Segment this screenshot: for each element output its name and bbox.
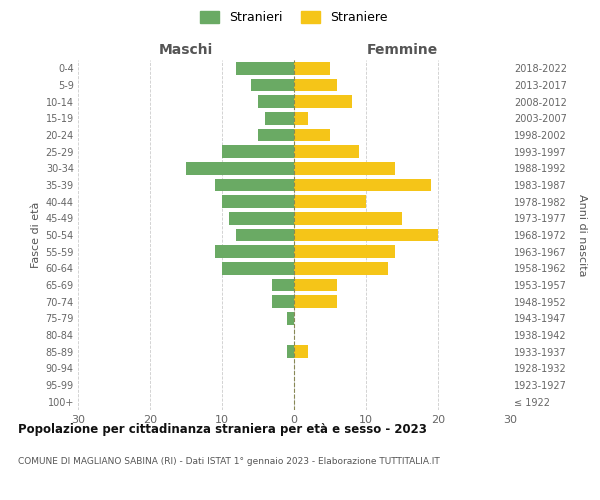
Bar: [222, 262, 294, 274]
Bar: [258, 129, 294, 141]
Bar: [294, 146, 359, 158]
Bar: [265, 112, 294, 124]
Bar: [272, 279, 294, 291]
Bar: [294, 62, 330, 74]
Bar: [222, 146, 294, 158]
Text: Femmine: Femmine: [367, 42, 437, 56]
Legend: Stranieri, Straniere: Stranieri, Straniere: [200, 11, 388, 24]
Bar: [294, 129, 330, 141]
Bar: [236, 62, 294, 74]
Bar: [272, 296, 294, 308]
Bar: [186, 162, 294, 174]
Bar: [229, 212, 294, 224]
Bar: [294, 96, 352, 108]
Bar: [294, 296, 337, 308]
Bar: [294, 212, 402, 224]
Bar: [294, 196, 366, 208]
Bar: [215, 246, 294, 258]
Bar: [294, 246, 395, 258]
Text: COMUNE DI MAGLIANO SABINA (RI) - Dati ISTAT 1° gennaio 2023 - Elaborazione TUTTI: COMUNE DI MAGLIANO SABINA (RI) - Dati IS…: [18, 458, 440, 466]
Bar: [294, 112, 308, 124]
Bar: [287, 346, 294, 358]
Bar: [251, 79, 294, 92]
Y-axis label: Fasce di età: Fasce di età: [31, 202, 41, 268]
Bar: [294, 179, 431, 192]
Bar: [258, 96, 294, 108]
Bar: [294, 79, 337, 92]
Bar: [215, 179, 294, 192]
Bar: [287, 312, 294, 324]
Text: Maschi: Maschi: [159, 42, 213, 56]
Text: Popolazione per cittadinanza straniera per età e sesso - 2023: Popolazione per cittadinanza straniera p…: [18, 422, 427, 436]
Bar: [294, 279, 337, 291]
Bar: [294, 229, 438, 241]
Bar: [236, 229, 294, 241]
Bar: [222, 196, 294, 208]
Y-axis label: Anni di nascita: Anni di nascita: [577, 194, 587, 276]
Bar: [294, 162, 395, 174]
Bar: [294, 346, 308, 358]
Bar: [294, 262, 388, 274]
